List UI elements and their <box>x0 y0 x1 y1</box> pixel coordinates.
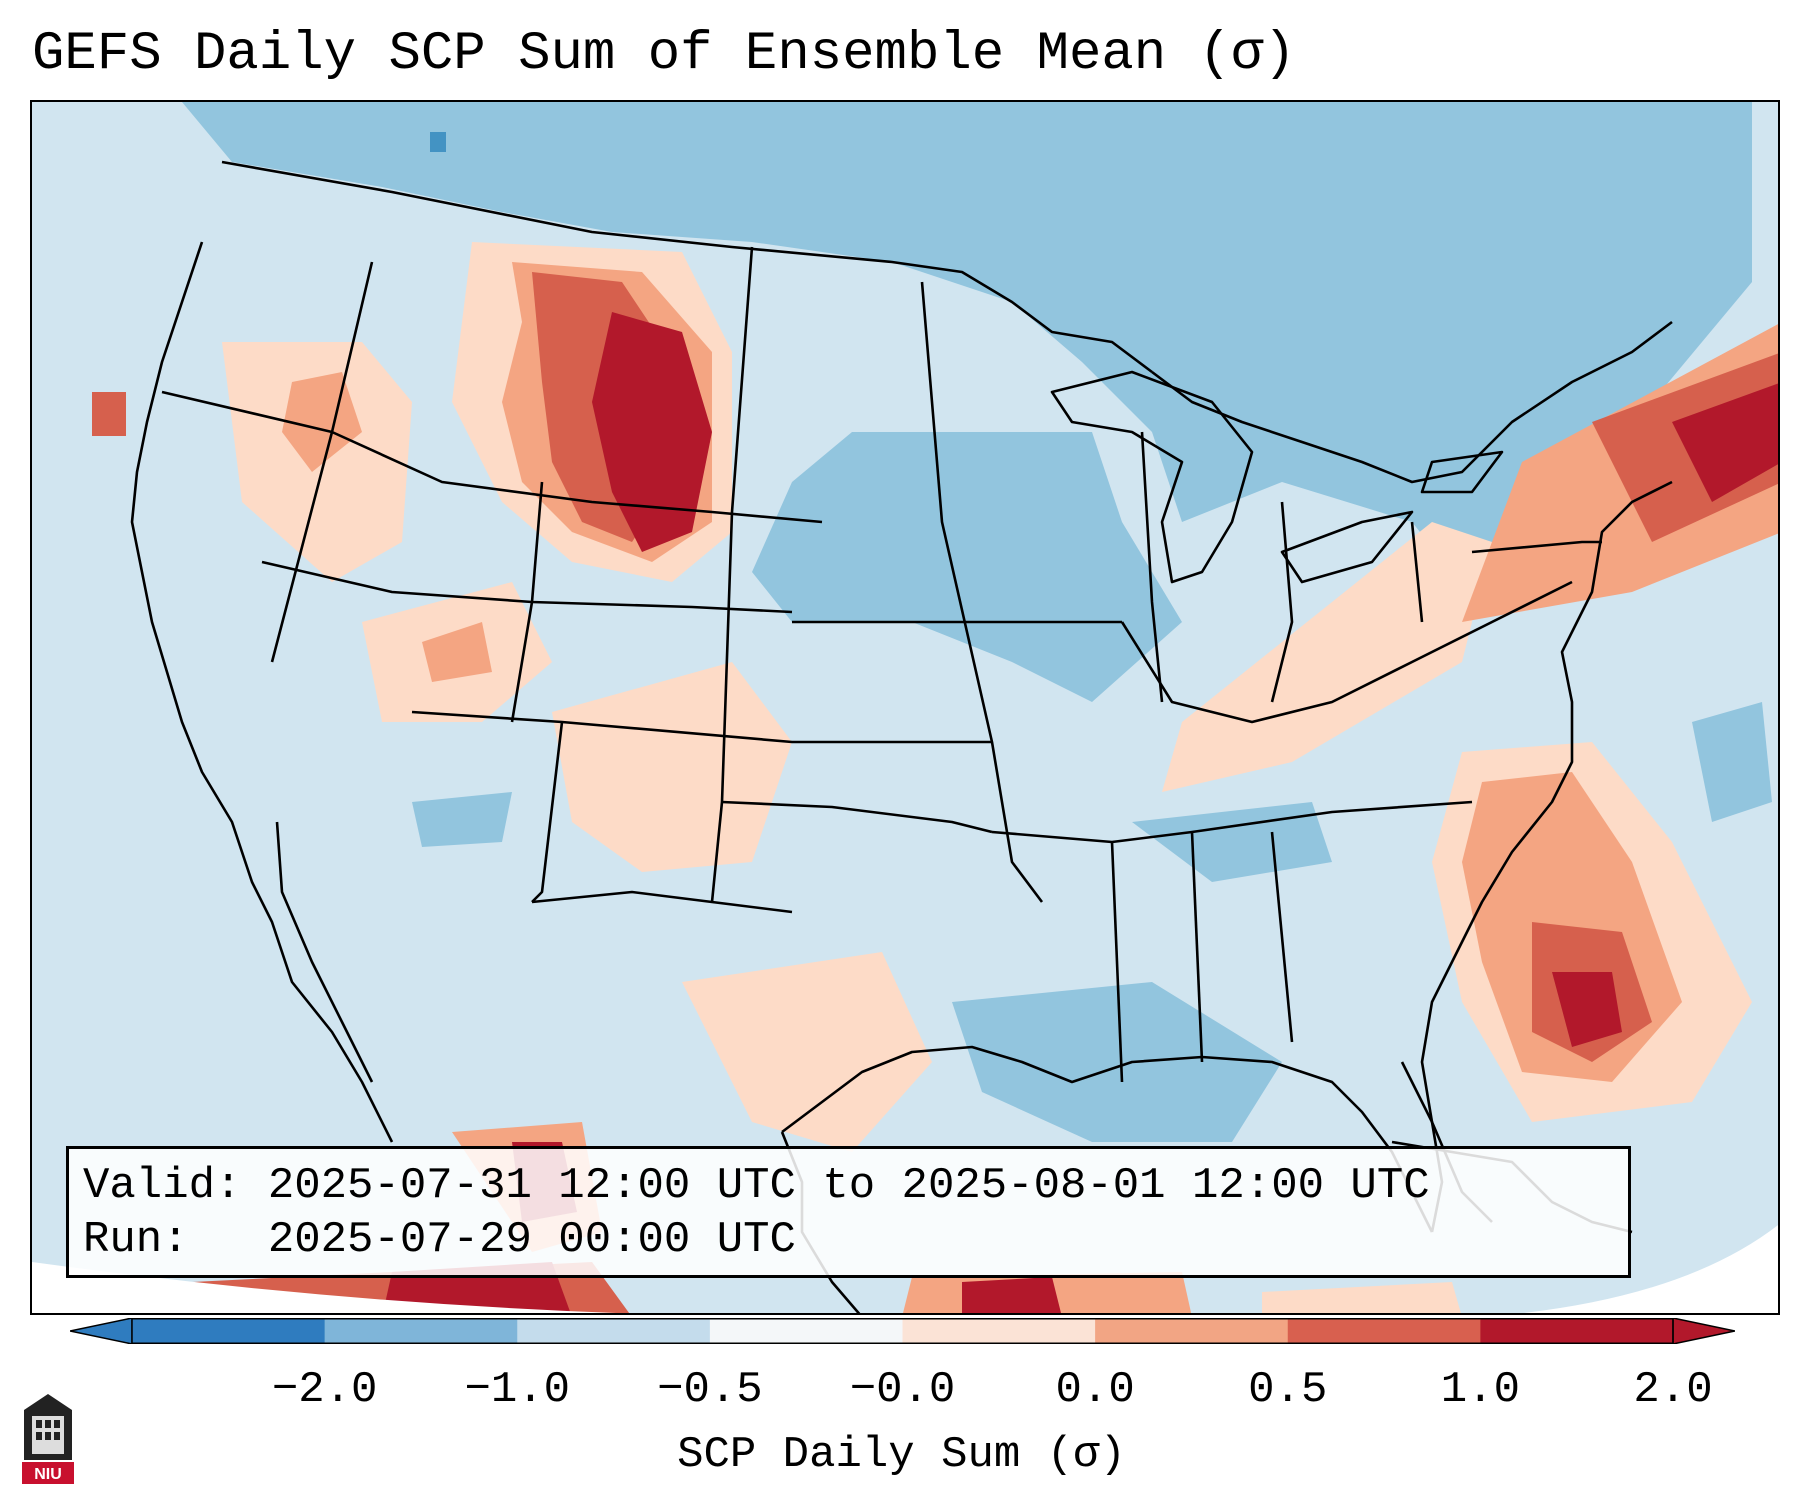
state-line-11 <box>531 890 793 914</box>
great-lakes-border <box>1151 320 1673 484</box>
valid-label: Valid: <box>83 1161 242 1211</box>
valid-row: Valid: 2025-07-31 12:00 UTC to 2025-08-0… <box>83 1159 1614 1213</box>
projection-edge-right <box>1523 1225 1778 1313</box>
colorbar-tick-label: −0.5 <box>657 1365 763 1415</box>
pacific-coast <box>130 241 394 1143</box>
valid-run-infobox: Valid: 2025-07-31 12:00 UTC to 2025-08-0… <box>66 1146 1631 1278</box>
run-row: Run: 2025-07-29 00:00 UTC <box>83 1213 1614 1267</box>
map-canvas <box>32 102 1778 1313</box>
colorbar-tick-label: 2.0 <box>1633 1365 1713 1415</box>
colorbar-segment <box>517 1318 711 1344</box>
colorbar-extend-high <box>1672 1318 1735 1344</box>
colorbar-tick-label: −2.0 <box>271 1365 378 1415</box>
map-title: GEFS Daily SCP Sum of Ensemble Mean (σ) <box>32 24 1296 85</box>
gulf-coast <box>781 1045 1434 1233</box>
lake-ontario <box>1420 450 1504 494</box>
us-canada-border <box>221 160 1153 374</box>
lake-erie <box>1280 510 1414 584</box>
run-label: Run: <box>83 1215 189 1265</box>
map-panel[interactable] <box>30 100 1780 1315</box>
colorbar-segment <box>902 1318 1096 1344</box>
valid-value: 2025-07-31 12:00 UTC to 2025-08-01 12:00… <box>267 1161 1430 1211</box>
colorbar-tick-label: −0.0 <box>849 1365 956 1415</box>
atlantic-coast <box>1420 480 1673 1233</box>
run-value: 2025-07-29 00:00 UTC <box>267 1215 796 1265</box>
baja-coast <box>275 821 374 1083</box>
state-line-8 <box>920 281 1044 903</box>
colorbar-tick-label: 1.0 <box>1440 1365 1520 1415</box>
state-line-2 <box>161 390 823 524</box>
colorbar-segment <box>324 1318 518 1344</box>
colorbar-outline <box>131 1318 1674 1344</box>
colorbar-tick-label: −1.0 <box>464 1365 571 1415</box>
colorbar <box>70 1318 1735 1344</box>
state-line-7 <box>710 246 754 903</box>
niu-logo: NIU <box>22 1394 74 1484</box>
state-line-15 <box>1270 831 1294 1043</box>
colorbar-extend-low <box>70 1318 133 1344</box>
state-line-13 <box>1110 841 1124 1083</box>
colorbar-segment <box>709 1318 903 1344</box>
state-line-10 <box>721 800 993 834</box>
colorbar-segment <box>1480 1318 1674 1344</box>
colorbar-segment <box>1287 1318 1481 1344</box>
state-line-17 <box>1270 501 1294 703</box>
state-line-4 <box>411 710 992 744</box>
projection-edge-left <box>32 1262 617 1313</box>
colorbar-tick-label: 0.0 <box>1055 1365 1135 1415</box>
state-line-5 <box>531 721 564 903</box>
colorbar-tick-label: 0.5 <box>1248 1365 1328 1415</box>
colorbar-segment <box>132 1318 326 1344</box>
state-line-6 <box>510 481 544 723</box>
ohio-river <box>1120 580 1573 724</box>
state-line-14 <box>1190 831 1204 1063</box>
state-line-19 <box>1471 540 1602 554</box>
state-line-16 <box>1140 431 1164 703</box>
logo-text: NIU <box>34 1466 62 1483</box>
lake-michigan-huron <box>1050 370 1254 584</box>
positive-anomaly-regions <box>92 242 1778 1313</box>
colorbar-segment <box>1095 1318 1289 1344</box>
state-line-18 <box>1410 521 1424 623</box>
colorbar-label: SCP Daily Sum (σ) <box>677 1430 1126 1480</box>
